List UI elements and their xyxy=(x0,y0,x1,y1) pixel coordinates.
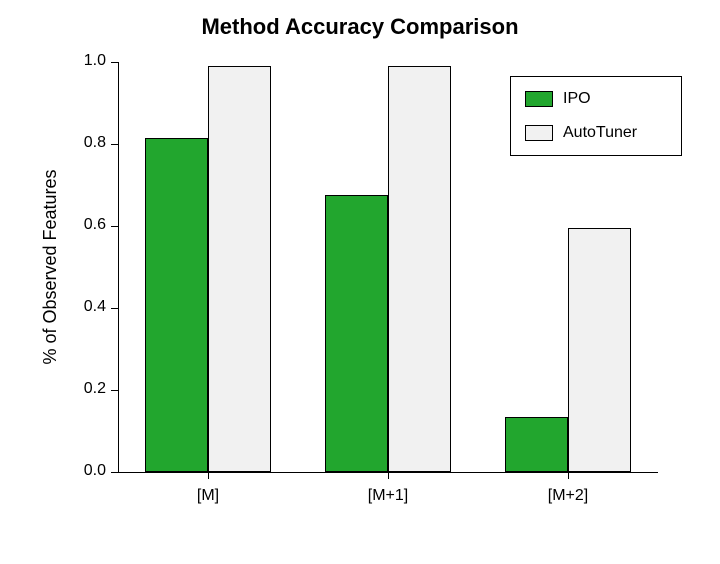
y-axis-line xyxy=(118,62,119,472)
y-tick xyxy=(111,144,118,145)
chart-title: Method Accuracy Comparison xyxy=(0,14,720,40)
x-tick xyxy=(208,472,209,479)
bar-ipo xyxy=(325,195,388,472)
y-axis-title: % of Observed Features xyxy=(40,62,61,472)
y-tick-label: 0.2 xyxy=(66,380,106,398)
y-tick xyxy=(111,226,118,227)
y-tick-label: 0.8 xyxy=(66,134,106,152)
bar-autotuner xyxy=(388,66,451,472)
legend-label: IPO xyxy=(563,90,591,108)
legend: IPO AutoTuner xyxy=(510,76,682,156)
x-tick-label: [M+2] xyxy=(518,487,618,505)
legend-swatch xyxy=(525,91,553,107)
legend-item: IPO xyxy=(525,91,591,107)
bar-ipo xyxy=(505,417,568,472)
y-tick xyxy=(111,308,118,309)
y-tick-label: 0.0 xyxy=(66,462,106,480)
bar-autotuner xyxy=(568,228,631,472)
y-tick xyxy=(111,472,118,473)
y-tick-label: 0.6 xyxy=(66,216,106,234)
y-tick-label: 0.4 xyxy=(66,298,106,316)
y-tick xyxy=(111,390,118,391)
legend-swatch xyxy=(525,125,553,141)
bar-ipo xyxy=(145,138,208,472)
legend-item: AutoTuner xyxy=(525,125,637,141)
x-tick-label: [M] xyxy=(158,487,258,505)
y-tick-label: 1.0 xyxy=(66,52,106,70)
x-tick-label: [M+1] xyxy=(338,487,438,505)
x-tick xyxy=(388,472,389,479)
bar-autotuner xyxy=(208,66,271,472)
chart-container: Method Accuracy Comparison % of Observed… xyxy=(0,0,720,564)
legend-label: AutoTuner xyxy=(563,124,637,142)
x-tick xyxy=(568,472,569,479)
y-tick xyxy=(111,62,118,63)
